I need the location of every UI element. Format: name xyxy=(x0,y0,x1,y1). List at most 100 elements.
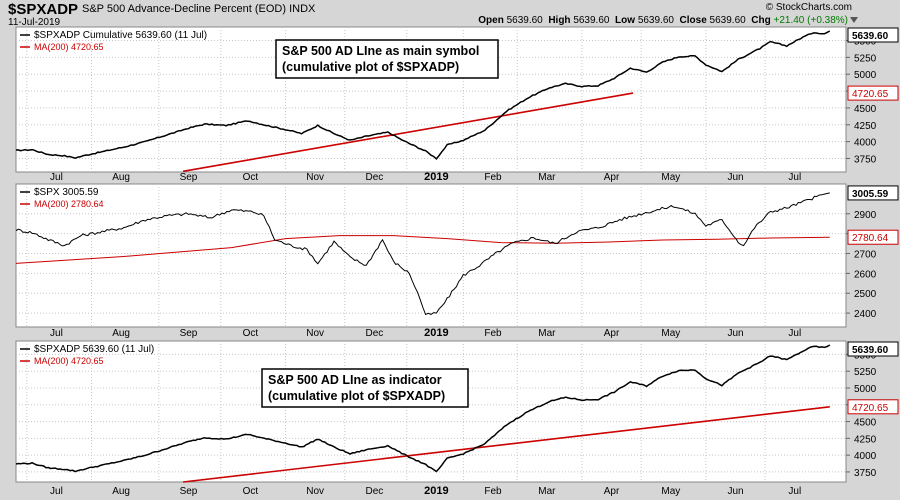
panel-2-background xyxy=(15,183,847,328)
panel-1: 37504000425045004750500052505500$SPXADP … xyxy=(15,26,899,173)
high-label: High xyxy=(548,15,571,26)
x-tick-label: Feb xyxy=(484,172,502,183)
x-tick-label: 2019 xyxy=(424,485,448,497)
close-label: Close xyxy=(679,15,707,26)
x-tick-label: Dec xyxy=(366,486,384,497)
panel-3: 37504000425045004750500052505500$SPXADP … xyxy=(15,340,899,483)
exchange-text: INDX xyxy=(289,3,316,15)
legend-ma-label: MA(200) 2780.64 xyxy=(34,199,104,209)
x-tick-label: May xyxy=(661,486,680,497)
chg-value: +21.40 (+0.38%) xyxy=(773,15,849,26)
y-tick-label: 2500 xyxy=(854,289,877,300)
ma-value-tag: 4720.65 xyxy=(852,403,889,414)
y-tick-label: 3750 xyxy=(854,468,877,479)
open-value: 5639.60 xyxy=(506,15,543,26)
legend-ma-label: MA(200) 4720.65 xyxy=(34,42,104,52)
x-tick-label: Aug xyxy=(112,172,130,183)
x-tick-label: Nov xyxy=(306,486,324,497)
x-tick-label: May xyxy=(661,328,680,339)
y-tick-label: 5000 xyxy=(854,384,877,395)
y-tick-label: 4250 xyxy=(854,434,877,445)
y-tick-label: 2900 xyxy=(854,210,877,221)
panel-2: 240025002600270028002900$SPX 3005.59MA(2… xyxy=(15,183,899,328)
open-label: Open xyxy=(478,15,504,26)
y-tick-label: 2600 xyxy=(854,269,877,280)
stockcharts-brand: © StockCharts.com xyxy=(765,2,852,13)
high-value: 5639.60 xyxy=(573,15,610,26)
symbol-description: S&P 500 Advance-Decline Percent (EOD) IN… xyxy=(82,3,315,15)
x-tick-label: 2019 xyxy=(424,327,448,339)
legend-price-label: $SPXADP 5639.60 (11 Jul) xyxy=(34,344,154,355)
y-tick-label: 5000 xyxy=(854,70,877,81)
price-line xyxy=(15,192,830,316)
chg-label: Chg xyxy=(751,15,771,26)
quote-bar: Open 5639.60 High 5639.60 Low 5639.60 Cl… xyxy=(478,15,848,26)
x-tick-label: Oct xyxy=(243,172,259,183)
panel-3-background xyxy=(15,340,847,483)
ma-value-tag-box xyxy=(847,399,899,415)
y-tick-label: 2400 xyxy=(854,309,877,320)
legend-price-label: $SPXADP Cumulative 5639.60 (11 Jul) xyxy=(34,30,207,41)
legend-price-label: $SPX 3005.59 xyxy=(34,187,99,198)
close-value: 5639.60 xyxy=(709,15,746,26)
annotation-box xyxy=(275,39,499,79)
x-tick-label: 2019 xyxy=(424,171,448,183)
x-tick-label: Nov xyxy=(306,328,324,339)
last-value-tag: 5639.60 xyxy=(852,31,889,42)
y-tick-label: 3750 xyxy=(854,155,877,166)
x-tick-label: Mar xyxy=(538,328,556,339)
last-value-tag: 3005.59 xyxy=(852,189,889,200)
x-tick-label: Jul xyxy=(50,172,63,183)
x-tick-label: Feb xyxy=(484,486,502,497)
y-tick-label: 5250 xyxy=(854,367,877,378)
x-tick-label: Mar xyxy=(538,172,556,183)
ma200-line xyxy=(183,406,830,483)
annotation-line-1: S&P 500 AD LIne as indicator xyxy=(268,373,442,387)
x-tick-label: Dec xyxy=(366,172,384,183)
low-label: Low xyxy=(615,15,636,26)
x-tick-label: Feb xyxy=(484,328,502,339)
x-tick-label: Jul xyxy=(788,328,801,339)
last-value-tag-box xyxy=(847,185,899,201)
x-tick-label: Jul xyxy=(50,328,63,339)
last-value-tag: 5639.60 xyxy=(852,345,889,356)
x-tick-label: Sep xyxy=(180,486,198,497)
last-value-tag-box xyxy=(847,341,899,357)
x-tick-label: Oct xyxy=(243,328,259,339)
x-tick-label: Aug xyxy=(112,328,130,339)
x-tick-label: Jul xyxy=(50,486,63,497)
annotation-line-2: (cumulative plot of $SPXADP) xyxy=(268,389,445,403)
y-tick-label: 2700 xyxy=(854,250,877,261)
x-tick-label: Sep xyxy=(180,172,198,183)
x-tick-label: Nov xyxy=(306,172,324,183)
annotation-line-1: S&P 500 AD LIne as main symbol xyxy=(282,44,479,58)
x-tick-label: Apr xyxy=(604,328,620,339)
x-tick-label: Mar xyxy=(538,486,556,497)
x-tick-label: May xyxy=(661,172,680,183)
chart-header: $SPXADP S&P 500 Advance-Decline Percent … xyxy=(0,0,900,28)
panel-1-background xyxy=(15,26,847,173)
ma-value-tag: 4720.65 xyxy=(852,89,889,100)
x-tick-label: Dec xyxy=(366,328,384,339)
dropdown-arrow-icon[interactable] xyxy=(850,17,858,23)
x-tick-label: Jun xyxy=(727,486,743,497)
y-tick-label: 4000 xyxy=(854,451,877,462)
ma-value-tag: 2780.64 xyxy=(852,233,889,244)
price-line xyxy=(15,344,831,473)
legend-ma-label: MA(200) 4720.65 xyxy=(34,356,104,366)
low-value: 5639.60 xyxy=(637,15,674,26)
annotation-box xyxy=(261,368,469,408)
ma-value-tag-box xyxy=(847,229,899,245)
description-text: S&P 500 Advance-Decline Percent (EOD) xyxy=(82,3,287,15)
x-tick-label: Jun xyxy=(727,172,743,183)
y-tick-label: 5250 xyxy=(854,53,877,64)
x-tick-label: Jun xyxy=(727,328,743,339)
y-tick-label: 4000 xyxy=(854,138,877,149)
ma200-line xyxy=(182,92,634,173)
last-value-tag-box xyxy=(847,27,899,43)
y-tick-label: 4500 xyxy=(854,104,877,115)
ma200-line xyxy=(15,235,830,264)
y-tick-label: 4250 xyxy=(854,121,877,132)
x-tick-label: Sep xyxy=(180,328,198,339)
